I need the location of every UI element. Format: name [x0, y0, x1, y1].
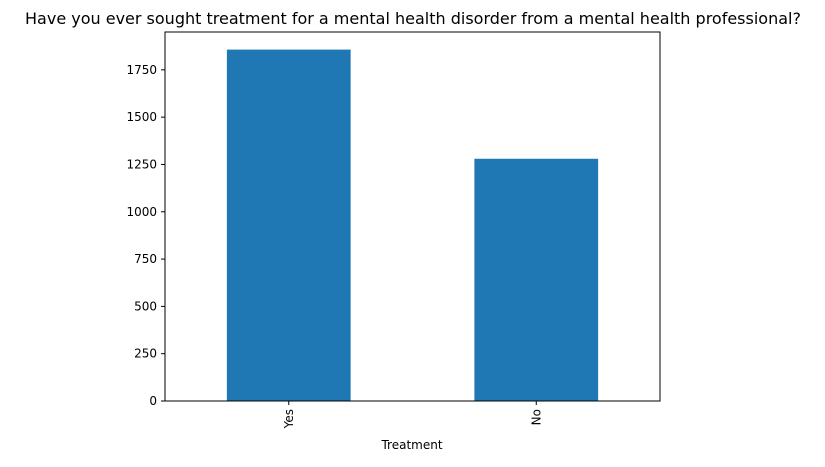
x-tick-label: Yes	[282, 409, 296, 429]
y-axis: 0 250 500 750 1000 1250 1500 1750	[126, 63, 165, 408]
bar-no	[474, 158, 599, 401]
x-axis: Yes No	[282, 401, 543, 429]
y-tick-label: 250	[134, 347, 157, 361]
y-tick-label: 1500	[126, 110, 157, 124]
bar-yes	[226, 49, 351, 401]
y-tick-label: 1000	[126, 205, 157, 219]
y-tick-label: 500	[134, 299, 157, 313]
y-tick-label: 1250	[126, 157, 157, 171]
y-tick-label: 750	[134, 252, 157, 266]
x-axis-label: Treatment	[380, 438, 442, 452]
chart-title: Have you ever sought treatment for a men…	[25, 9, 801, 28]
plot-frame	[164, 31, 661, 402]
y-tick-label: 0	[149, 394, 157, 408]
bars-layer	[226, 49, 599, 401]
x-tick-label: No	[529, 409, 543, 425]
y-tick-label: 1750	[126, 63, 157, 77]
